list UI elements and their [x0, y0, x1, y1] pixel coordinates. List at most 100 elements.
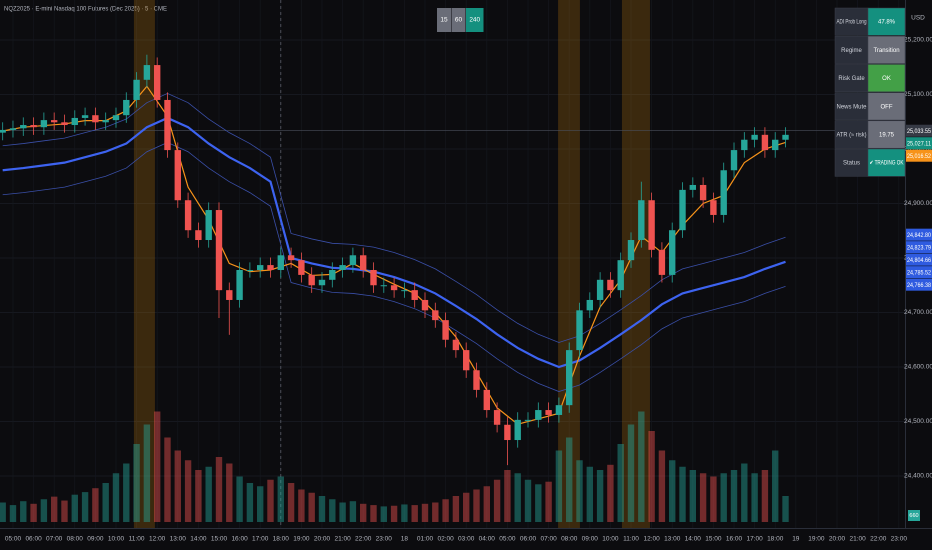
candle-body — [81, 115, 89, 118]
volume-bar — [174, 450, 181, 522]
candle-body — [9, 128, 17, 130]
table-label-cell — [834, 92, 869, 121]
y-tick-label: 25,200.00 — [904, 37, 932, 44]
x-tick-label: 16:00 — [726, 536, 743, 543]
volume-bar — [256, 486, 264, 522]
y-tick-label: 24,600.00 — [904, 364, 932, 371]
x-tick-label: 07:00 — [46, 536, 63, 543]
volume-bar — [473, 489, 480, 522]
table-value-cell — [867, 120, 906, 149]
volume-bar — [0, 502, 6, 522]
table-value: ✔ TRADING OK — [870, 161, 904, 167]
interval-label: 15 — [440, 17, 448, 24]
volume-bar — [679, 466, 686, 522]
volume-bar — [504, 470, 511, 522]
candle-body — [669, 230, 676, 275]
candle-body — [514, 419, 521, 441]
candle-body — [40, 120, 48, 128]
table-value-cell — [867, 7, 906, 36]
candle-body — [699, 184, 707, 201]
candle-body — [576, 310, 583, 351]
candle-body — [236, 269, 243, 300]
volume-bar — [61, 500, 68, 522]
candle-body — [679, 189, 686, 231]
candle-body — [720, 170, 727, 215]
volume-bar — [545, 481, 552, 522]
interval-button[interactable] — [437, 8, 451, 32]
volume-bar — [463, 492, 470, 522]
x-tick-label: 20:00 — [314, 536, 331, 543]
candle-body — [463, 350, 470, 371]
x-tick-label: 05:00 — [499, 536, 516, 543]
candle-body — [205, 210, 212, 241]
candle-body — [761, 134, 769, 151]
volume-bar — [442, 499, 449, 522]
candle-body — [133, 79, 140, 100]
price-label-box — [906, 253, 932, 266]
table-value: 19.75 — [879, 132, 895, 138]
price-label-box — [906, 149, 932, 162]
candle-body — [20, 125, 27, 129]
table-label: Status — [843, 161, 860, 167]
volume-bar — [277, 476, 284, 522]
volume-bar — [411, 505, 418, 522]
volume-bar — [81, 492, 89, 522]
candle-body — [442, 320, 449, 340]
x-tick-label: 06:00 — [25, 536, 42, 543]
candle-body — [483, 389, 490, 411]
table-label-cell — [834, 64, 869, 93]
volume-bar — [20, 501, 27, 522]
candle-body — [648, 200, 655, 250]
table-value-cell — [867, 64, 906, 93]
interval-button[interactable] — [451, 8, 466, 32]
indicator-line — [2, 142, 786, 392]
interval-label: 60 — [455, 17, 463, 24]
volume-bar — [741, 463, 748, 522]
volume-bar — [215, 457, 223, 522]
volume-bar — [298, 489, 305, 522]
volume-bar — [555, 450, 563, 522]
candle-body — [555, 405, 563, 415]
candle-body — [92, 115, 99, 123]
volume-bar — [40, 499, 48, 522]
x-tick-label: 23:00 — [891, 536, 908, 543]
candle-body — [658, 249, 666, 275]
candle-body — [226, 290, 233, 300]
candle-body — [174, 150, 181, 201]
candle-body — [308, 274, 315, 286]
price-label: 24,842.80 — [907, 233, 932, 239]
x-tick-label: 16:00 — [231, 536, 248, 543]
x-tick-label: 18:00 — [767, 536, 784, 543]
volume-bar — [287, 483, 295, 522]
x-tick-label: 03:00 — [458, 536, 475, 543]
volume-bar — [710, 476, 717, 522]
volume-bar — [123, 463, 130, 522]
price-label: 25,016.52 — [907, 154, 932, 160]
volume-bar — [226, 463, 233, 522]
candle-body — [401, 290, 408, 292]
volume-label-box — [908, 510, 920, 521]
x-tick-label: 21:00 — [849, 536, 866, 543]
session-highlight — [558, 0, 580, 528]
volume-bar — [360, 503, 367, 522]
volume-bar — [658, 450, 666, 522]
volume-bar — [9, 505, 17, 522]
volume-bar — [514, 473, 521, 522]
candle-body — [246, 269, 254, 271]
candle-body — [380, 285, 387, 287]
candle-body — [61, 122, 68, 126]
candle-body — [586, 299, 593, 311]
x-tick-label: 05:00 — [5, 536, 22, 543]
price-label-box — [906, 228, 932, 241]
interval-button[interactable] — [466, 8, 484, 32]
table-label: ADI Prob Long — [837, 20, 867, 26]
candle-body — [596, 279, 604, 300]
candle-body — [782, 134, 789, 140]
symbol-title: NQZ2025 · E-mini Nasdaq 100 Futures (Dec… — [4, 7, 167, 13]
volume-bar — [205, 466, 212, 522]
price-label-box — [906, 137, 932, 150]
plot-area — [0, 0, 905, 528]
candle-body — [360, 255, 367, 270]
candle-body — [71, 117, 78, 126]
volume-bar — [164, 437, 171, 522]
